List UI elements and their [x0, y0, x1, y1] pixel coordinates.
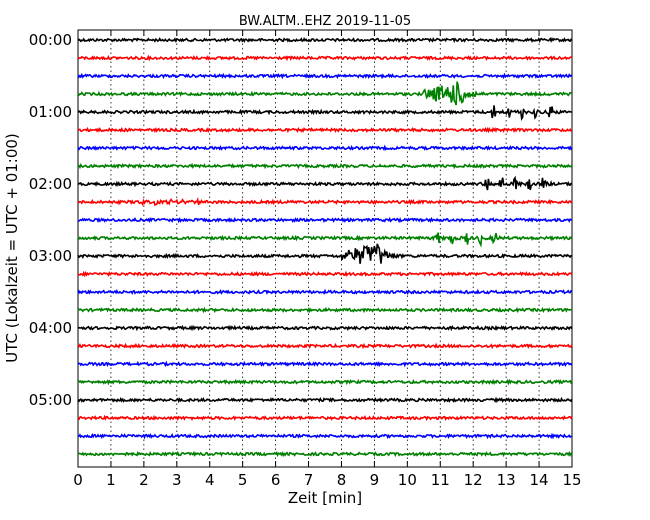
x-tick-label: 14 — [530, 471, 549, 489]
grid-lines — [110, 30, 540, 467]
x-tick-label: 15 — [562, 471, 581, 489]
seismogram-trace — [77, 414, 573, 422]
x-tick-label: 12 — [464, 471, 483, 489]
seismogram-trace — [77, 396, 573, 404]
y-tick-label: 02:00 — [29, 175, 72, 193]
seismogram-trace — [77, 270, 573, 278]
x-axis: 0 1 2 3 4 5 6 7 8 9 10 11 12 13 14 15 — [73, 30, 582, 489]
x-tick-label: 9 — [370, 471, 380, 489]
trace-group — [77, 36, 573, 458]
seismogram-trace — [77, 342, 573, 350]
x-tick-label: 0 — [73, 471, 83, 489]
seismogram-trace — [77, 196, 573, 207]
x-tick-label: 6 — [271, 471, 281, 489]
chart-title: BW.ALTM..EHZ 2019-11-05 — [239, 14, 411, 29]
seismogram-trace — [77, 243, 573, 264]
seismogram-trace — [77, 126, 573, 134]
y-axis-label: UTC (Lokalzeit = UTC + 01:00) — [3, 133, 21, 363]
seismogram-trace — [77, 54, 573, 62]
x-tick-label: 4 — [205, 471, 215, 489]
y-tick-label: 01:00 — [29, 103, 72, 121]
seismogram-trace — [77, 324, 573, 332]
x-tick-label: 8 — [337, 471, 347, 489]
y-tick-label: 03:00 — [29, 247, 72, 265]
x-tick-label: 2 — [139, 471, 149, 489]
y-axis: 00:00 01:00 02:00 03:00 04:00 05:00 — [29, 31, 572, 409]
x-tick-label: 1 — [106, 471, 116, 489]
seismogram-trace — [77, 162, 573, 170]
seismogram-trace — [77, 36, 573, 44]
seismogram-trace — [77, 306, 573, 314]
x-tick-label: 3 — [172, 471, 182, 489]
seismogram-trace — [78, 216, 572, 224]
plot-frame — [77, 29, 573, 468]
seismogram-trace — [77, 105, 573, 122]
x-tick-label: 13 — [497, 471, 516, 489]
seismogram-trace — [77, 450, 573, 458]
x-tick-label: 10 — [398, 471, 417, 489]
seismogram-trace — [77, 288, 573, 296]
x-tick-label: 7 — [304, 471, 314, 489]
x-axis-label: Zeit [min] — [288, 489, 362, 507]
y-tick-label: 04:00 — [29, 319, 72, 337]
seismogram-trace — [77, 144, 573, 152]
seismogram-trace — [77, 378, 573, 386]
seismogram-trace — [77, 81, 573, 106]
x-tick-label: 5 — [238, 471, 248, 489]
seismogram-trace — [77, 72, 573, 80]
x-tick-label: 11 — [431, 471, 450, 489]
y-tick-label: 00:00 — [29, 31, 72, 49]
seismogram-trace — [77, 432, 573, 440]
seismogram-trace — [77, 232, 573, 248]
y-tick-label: 05:00 — [29, 391, 72, 409]
seismogram-trace — [77, 175, 573, 191]
seismogram-trace — [77, 360, 573, 368]
